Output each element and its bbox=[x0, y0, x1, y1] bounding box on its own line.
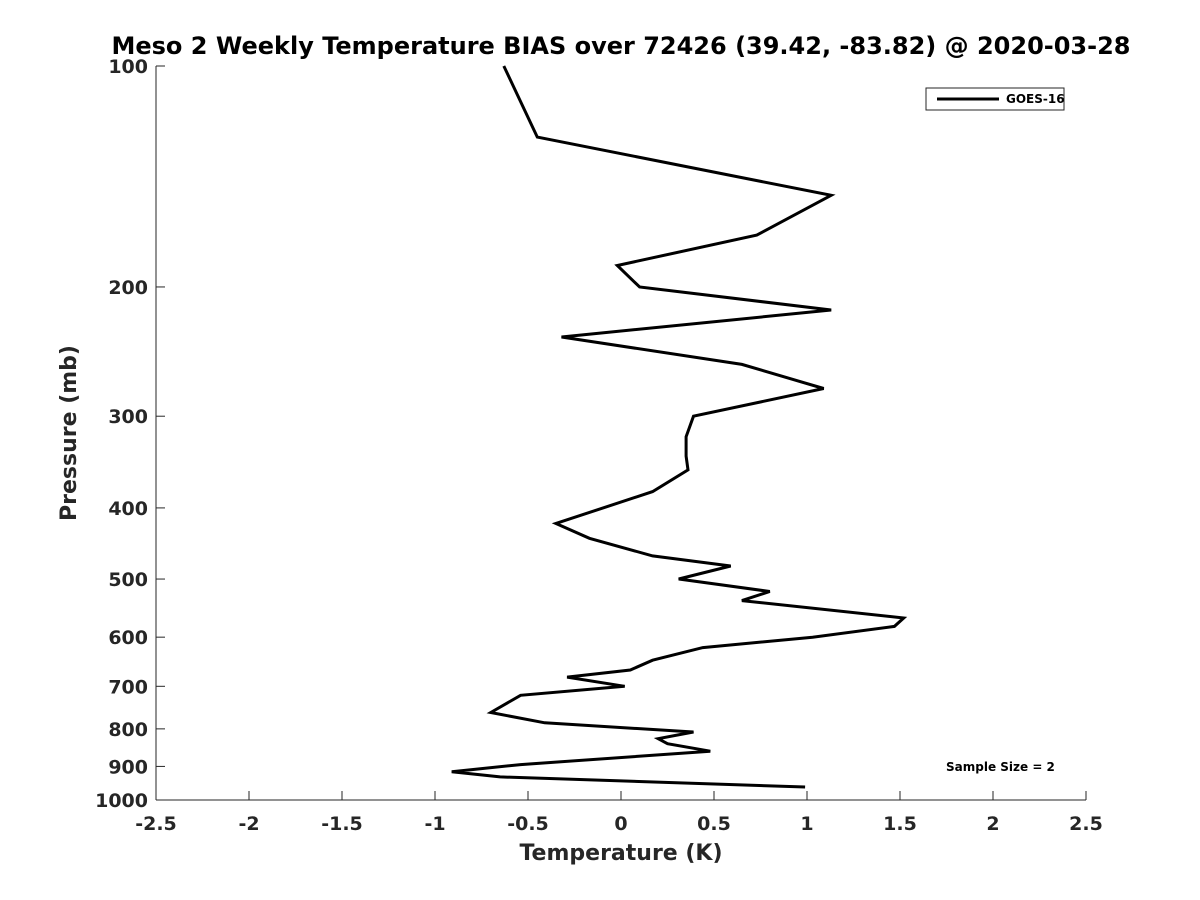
y-tick-label: 100 bbox=[108, 56, 148, 78]
y-axis-label: Pressure (mb) bbox=[57, 345, 82, 521]
chart-title: Meso 2 Weekly Temperature BIAS over 7242… bbox=[111, 32, 1130, 60]
x-tick-label: -1 bbox=[424, 813, 445, 835]
legend: GOES-16 bbox=[925, 87, 1065, 111]
x-tick-label: 0.5 bbox=[697, 813, 731, 835]
x-tick-label: 1.5 bbox=[883, 813, 917, 835]
y-tick-label: 400 bbox=[108, 498, 148, 520]
y-axis-ticks: 100 200 300 400 500 600 700 800 900 1000 bbox=[95, 56, 165, 812]
y-tick-label: 900 bbox=[108, 756, 148, 778]
x-tick-label: 0 bbox=[614, 813, 627, 835]
y-tick-label: 200 bbox=[108, 277, 148, 299]
y-tick-label: 700 bbox=[108, 676, 148, 698]
x-tick-label: -2 bbox=[238, 813, 259, 835]
y-tick-label: 1000 bbox=[95, 790, 148, 812]
x-tick-label: -0.5 bbox=[507, 813, 549, 835]
x-tick-label: 2 bbox=[986, 813, 999, 835]
x-axis-label: Temperature (K) bbox=[519, 841, 722, 866]
x-tick-label: 1 bbox=[800, 813, 813, 835]
x-axis-ticks: -2.5 -2 -1.5 -1 -0.5 0 0.5 1 1.5 2 2.5 bbox=[135, 791, 1103, 835]
legend-label-goes-16: GOES-16 bbox=[1006, 92, 1065, 106]
axes bbox=[155, 66, 1086, 801]
y-tick-label: 300 bbox=[108, 406, 148, 428]
series-line-goes-16 bbox=[451, 65, 908, 789]
x-tick-label: -2.5 bbox=[135, 813, 177, 835]
y-tick-label: 500 bbox=[108, 569, 148, 591]
sample-size-annotation: Sample Size = 2 bbox=[946, 760, 1055, 774]
x-tick-label: 2.5 bbox=[1069, 813, 1103, 835]
y-tick-label: 800 bbox=[108, 719, 148, 741]
y-tick-label: 600 bbox=[108, 627, 148, 649]
x-tick-label: -1.5 bbox=[321, 813, 363, 835]
